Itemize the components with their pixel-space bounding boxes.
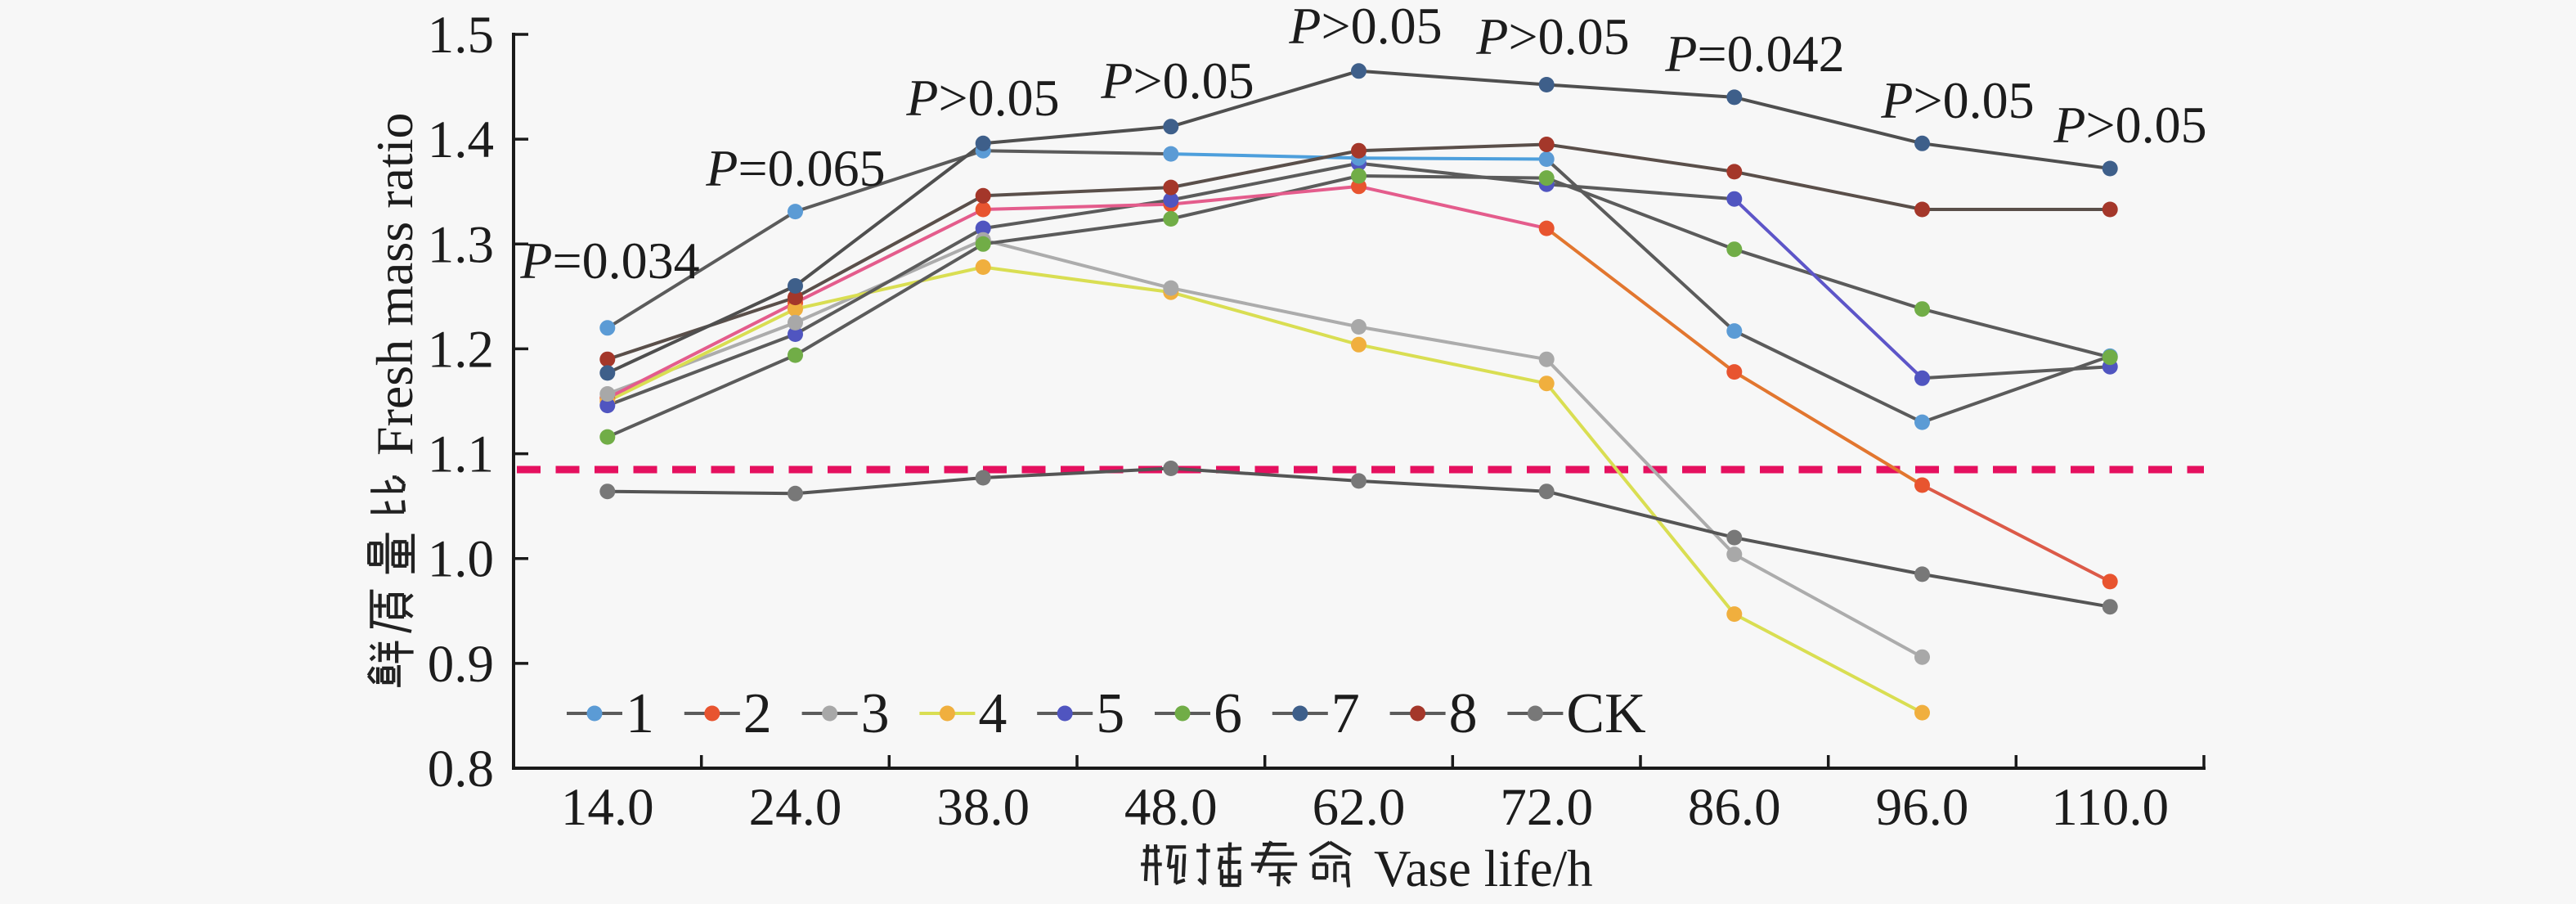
svg-text:3: 3 (861, 682, 890, 745)
svg-text:P>0.05: P>0.05 (1880, 71, 2034, 129)
svg-text:4: 4 (978, 682, 1007, 745)
svg-text:P=0.065: P=0.065 (705, 139, 885, 197)
svg-text:5: 5 (1096, 682, 1124, 745)
svg-text:Fresh mass ratio: Fresh mass ratio (366, 113, 424, 456)
svg-text:0.8: 0.8 (428, 740, 494, 798)
svg-text:P>0.05: P>0.05 (1100, 52, 1254, 110)
svg-text:38.0: 38.0 (936, 778, 1030, 837)
svg-text:86.0: 86.0 (1688, 778, 1781, 837)
svg-text:96.0: 96.0 (1876, 778, 1969, 837)
svg-text:14.0: 14.0 (561, 778, 654, 837)
svg-text:1: 1 (626, 682, 654, 745)
svg-text:24.0: 24.0 (749, 778, 842, 837)
svg-text:1.1: 1.1 (428, 425, 494, 484)
svg-text:P=0.034: P=0.034 (519, 232, 699, 290)
svg-text:110.0: 110.0 (2051, 778, 2169, 837)
svg-text:P>0.05: P>0.05 (905, 69, 1059, 127)
svg-text:1.4: 1.4 (428, 110, 494, 169)
svg-text:P>0.05: P>0.05 (1288, 0, 1442, 55)
svg-text:2: 2 (743, 682, 772, 745)
svg-text:0.9: 0.9 (428, 635, 494, 694)
svg-text:48.0: 48.0 (1124, 778, 1218, 837)
svg-text:1.5: 1.5 (428, 6, 494, 65)
svg-text:6: 6 (1214, 682, 1242, 745)
svg-text:P>0.05: P>0.05 (2053, 96, 2206, 154)
svg-text:Vase life/h: Vase life/h (1374, 840, 1593, 897)
svg-text:72.0: 72.0 (1500, 778, 1593, 837)
svg-text:1.2: 1.2 (428, 320, 494, 379)
svg-text:62.0: 62.0 (1313, 778, 1406, 837)
svg-text:P>0.05: P>0.05 (1475, 7, 1629, 65)
svg-text:1.0: 1.0 (428, 530, 494, 589)
svg-text:P=0.042: P=0.042 (1664, 25, 1844, 83)
svg-text:7: 7 (1331, 682, 1360, 745)
svg-text:8: 8 (1449, 682, 1478, 745)
svg-text:1.3: 1.3 (428, 215, 494, 274)
svg-text:CK: CK (1566, 682, 1645, 745)
